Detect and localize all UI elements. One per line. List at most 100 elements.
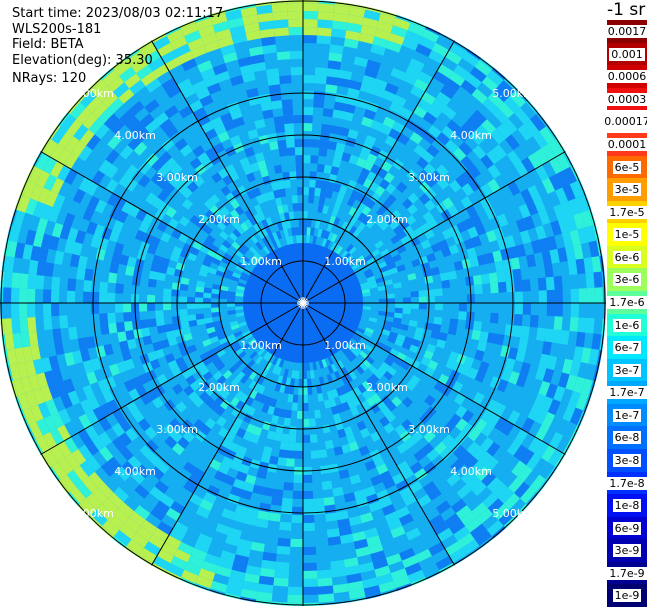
range-gate-cell — [94, 123, 110, 140]
range-gate-cell — [366, 199, 376, 210]
range-gate-cell — [324, 439, 334, 450]
range-gate-cell — [324, 239, 331, 249]
range-gate-cell — [43, 174, 58, 191]
range-ring-label: 1.00km — [240, 255, 282, 268]
range-gate-cell — [13, 378, 26, 396]
range-gate-cell — [213, 344, 224, 353]
range-gate-cell — [17, 393, 31, 411]
range-gate-cell — [275, 366, 282, 376]
range-gate-cell — [383, 422, 395, 434]
range-gate-cell — [358, 33, 375, 45]
range-gate-cell — [496, 271, 506, 283]
range-gate-cell — [424, 175, 437, 188]
range-gate-cell — [399, 547, 416, 561]
range-gate-cell — [355, 546, 371, 558]
range-gate-cell — [146, 294, 156, 303]
range-gate-cell — [187, 252, 197, 262]
range-gate-cell — [351, 263, 360, 271]
range-gate-cell — [386, 194, 397, 205]
range-gate-cell — [385, 215, 396, 226]
range-gate-cell — [170, 163, 183, 176]
range-gate-cell — [263, 246, 271, 255]
range-gate-cell — [241, 403, 251, 414]
range-gate-cell — [469, 523, 487, 540]
range-gate-cell — [336, 510, 349, 521]
range-gate-cell — [490, 312, 499, 324]
range-gate-cell — [283, 385, 290, 394]
range-gate-cell — [109, 363, 120, 377]
range-gate-cell — [363, 9, 381, 21]
range-gate-cell — [261, 219, 269, 229]
range-gate-cell — [410, 359, 421, 369]
range-gate-cell — [478, 451, 493, 467]
range-gate-cell — [527, 185, 541, 201]
range-gate-cell — [32, 388, 46, 405]
range-gate-cell — [466, 247, 477, 259]
range-gate-cell — [386, 353, 397, 362]
range-gate-cell — [460, 511, 477, 527]
range-gate-cell — [342, 111, 354, 122]
range-gate-cell — [118, 418, 132, 433]
range-gate-cell — [107, 76, 125, 92]
range-gate-cell — [326, 528, 340, 538]
range-gate-cell — [324, 504, 337, 514]
range-gate-cell — [458, 450, 473, 465]
range-gate-cell — [480, 154, 494, 169]
range-gate-cell — [287, 586, 303, 595]
range-gate-cell — [486, 441, 501, 457]
range-gate-cell — [410, 85, 425, 99]
range-gate-cell — [555, 187, 569, 205]
range-gate-cell — [539, 126, 555, 144]
range-gate-cell — [33, 231, 45, 248]
range-gate-cell — [367, 279, 377, 286]
range-gate-cell — [140, 71, 157, 87]
range-gate-cell — [326, 68, 340, 78]
range-gate-cell — [222, 51, 238, 64]
range-gate-cell — [215, 28, 232, 41]
range-gate-cell — [144, 541, 161, 556]
range-gate-cell — [215, 70, 231, 83]
range-gate-cell — [435, 91, 452, 106]
range-gate-cell — [356, 420, 367, 431]
range-gate-cell — [379, 416, 390, 428]
range-gate-cell — [244, 573, 260, 584]
range-gate-cell — [314, 75, 327, 85]
range-gate-cell — [124, 73, 141, 89]
range-gate-cell — [317, 393, 324, 402]
range-gate-cell — [525, 200, 539, 216]
range-gate-cell — [295, 235, 300, 244]
range-gate-cell — [463, 356, 475, 368]
range-gate-cell — [32, 201, 46, 218]
range-gate-cell — [261, 237, 269, 246]
range-gate-cell — [48, 355, 60, 371]
range-gate-cell — [519, 230, 531, 244]
range-gate-cell — [235, 265, 245, 273]
range-gate-cell — [407, 22, 425, 37]
range-gate-cell — [345, 223, 354, 233]
range-gate-cell — [426, 343, 437, 354]
range-gate-cell — [455, 505, 472, 520]
range-gate-cell — [179, 144, 193, 157]
range-gate-cell — [88, 118, 104, 135]
range-gate-cell — [246, 172, 256, 183]
range-gate-cell — [230, 377, 241, 387]
range-gate-cell — [407, 192, 419, 204]
range-gate-cell — [474, 349, 485, 362]
range-gate-cell — [63, 378, 76, 394]
range-gate-cell — [211, 311, 220, 318]
range-gate-cell — [433, 316, 443, 325]
range-gate-cell — [338, 469, 350, 480]
range-gate-cell — [309, 179, 316, 188]
range-gate-cell — [165, 57, 182, 71]
range-gate-cell — [148, 534, 165, 549]
range-gate-cell — [352, 531, 367, 542]
range-gate-cell — [290, 66, 303, 76]
range-gate-cell — [330, 242, 337, 251]
range-gate-cell — [446, 472, 461, 487]
range-gate-cell — [118, 173, 132, 188]
range-gate-cell — [205, 322, 215, 329]
range-gate-cell — [371, 393, 381, 404]
range-gate-cell — [86, 455, 101, 472]
range-gate-cell — [346, 197, 356, 207]
range-gate-cell — [332, 109, 344, 120]
